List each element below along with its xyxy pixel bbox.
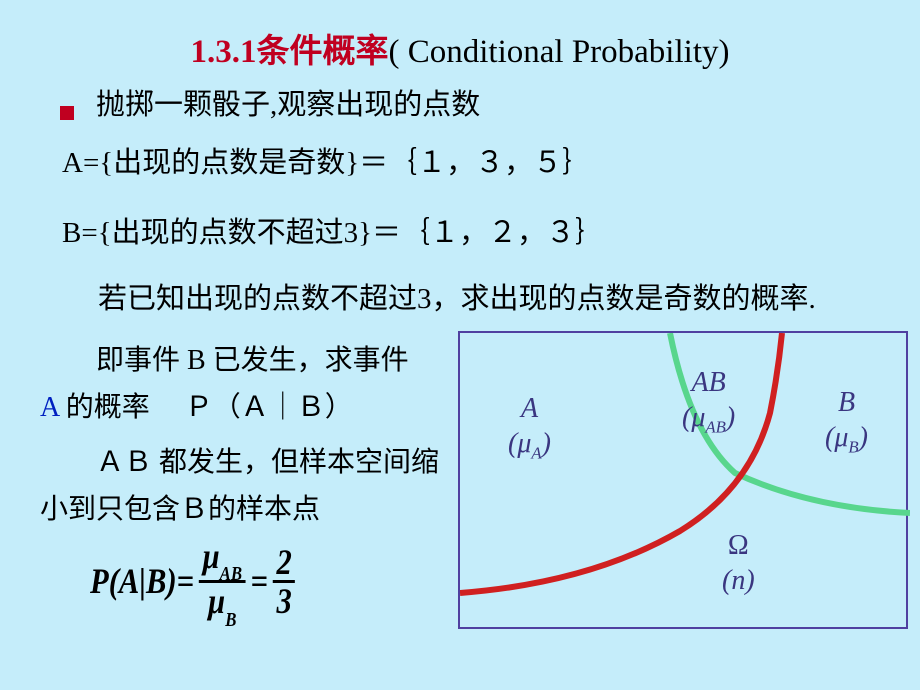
formula-eq2: = — [251, 552, 268, 611]
label-b-top: B — [825, 385, 868, 420]
event-a-definition: A={出现的点数是奇数}＝｛１，３，５｝ — [62, 140, 880, 188]
left-text-block: 即事件 B 已发生，求事件 A 的概率 Ｐ（Ａ｜Ｂ） ＡＢ 都发生，但样本空间缩… — [40, 337, 460, 533]
para2: 即事件 B 已发生，求事件 A 的概率 Ｐ（Ａ｜Ｂ） — [40, 337, 460, 431]
para2-event-a: A — [40, 392, 59, 423]
formula-num1: μAB — [199, 538, 245, 581]
formula-lhs: P(A|B) — [90, 552, 177, 611]
formula-den1: μB — [205, 583, 240, 626]
problem-statement: 若已知出现的点数不超过3，求出现的点数是奇数的概率. — [40, 276, 880, 324]
title-cn: 1.3.1条件概率 — [191, 34, 389, 70]
label-a: A (μA) — [508, 391, 551, 465]
bullet-text: 抛掷一颗骰子,观察出现的点数 — [96, 82, 480, 130]
label-a-top: A — [508, 391, 551, 426]
label-a-bottom: (μA) — [508, 426, 551, 465]
lower-area: 即事件 B 已发生，求事件 A 的概率 Ｐ（Ａ｜Ｂ） ＡＢ 都发生，但样本空间缩… — [40, 337, 880, 533]
label-b-bottom: (μB) — [825, 420, 868, 459]
label-ab-top: AB — [682, 365, 735, 400]
formula-den2: 3 — [273, 583, 295, 619]
formula-eq1: = — [177, 552, 194, 611]
conditional-probability-formula: P(A|B) = μAB μB = 2 3 — [90, 538, 762, 627]
para2-part1: 即事件 B 已发生，求事件 — [40, 345, 409, 376]
para3: ＡＢ 都发生，但样本空间缩小到只包含Ｂ的样本点 — [40, 439, 460, 533]
formula-num2: 2 — [273, 544, 295, 580]
slide-content: 抛掷一颗骰子,观察出现的点数 A={出现的点数是奇数}＝｛１，３，５｝ B={出… — [0, 82, 920, 626]
label-ab: AB (μAB) — [682, 365, 735, 439]
formula-frac2: 2 3 — [273, 544, 295, 619]
label-b: B (μB) — [825, 385, 868, 459]
title-en: ( Conditional Probability) — [389, 34, 730, 70]
label-ab-bottom: (μAB) — [682, 400, 735, 439]
formula-frac1: μAB μB — [199, 538, 245, 627]
bullet-icon — [60, 106, 74, 120]
para2-part2: 的概率 Ｐ（Ａ｜Ｂ） — [59, 392, 353, 423]
event-b-definition: B={出现的点数不超过3}＝｛１，２，３｝ — [62, 210, 880, 258]
slide-title: 1.3.1条件概率( Conditional Probability) — [0, 0, 920, 82]
bullet-row: 抛掷一颗骰子,观察出现的点数 — [40, 82, 880, 130]
